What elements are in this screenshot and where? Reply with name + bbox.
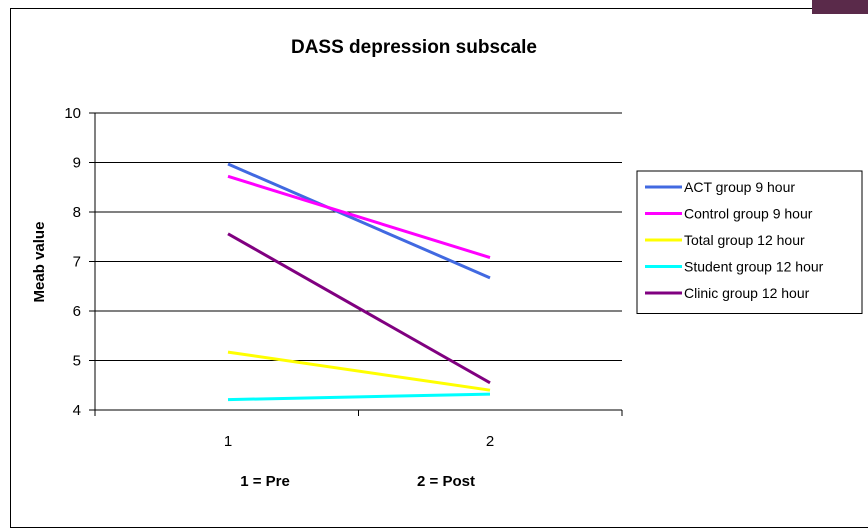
corner-tab bbox=[812, 0, 868, 14]
y-tick-label-6: 6 bbox=[73, 303, 81, 320]
series-line-3 bbox=[227, 350, 491, 392]
y-tick-label-9: 9 bbox=[73, 155, 81, 172]
axis-layer: 4 5 6 7 8 9 10 1 2 bbox=[64, 105, 623, 450]
y-tick-label-5: 5 bbox=[73, 353, 81, 370]
x-tick-label-1: 1 bbox=[224, 433, 232, 450]
legend-label-1: ACT group 9 hour bbox=[684, 179, 795, 195]
series-layer bbox=[227, 162, 491, 402]
legend-label-2: Control group 9 hour bbox=[684, 206, 813, 222]
y-tick-label-8: 8 bbox=[73, 204, 81, 221]
y-tick-label-10: 10 bbox=[64, 105, 81, 122]
legend: ACT group 9 hour Control group 9 hour Tota… bbox=[636, 170, 863, 314]
legend-box bbox=[636, 170, 863, 314]
x-tick-label-2: 2 bbox=[486, 433, 494, 450]
chart-title: DASS depression subscale bbox=[291, 37, 537, 58]
x-note-pre: 1 = Pre bbox=[240, 473, 290, 490]
series-line-2 bbox=[227, 174, 491, 259]
x-note-post: 2 = Post bbox=[417, 473, 475, 490]
legend-label-4: Student group 12 hour bbox=[684, 259, 824, 275]
series-line-5 bbox=[227, 232, 491, 385]
legend-label-3: Total group 12 hour bbox=[684, 232, 805, 248]
y-tick-label-7: 7 bbox=[73, 254, 81, 271]
y-tick-label-4: 4 bbox=[73, 402, 81, 419]
series-line-4 bbox=[227, 392, 491, 402]
chart-svg: DASS depression subscale Meab value 1 = … bbox=[31, 37, 863, 490]
series-line-1 bbox=[227, 162, 491, 280]
y-axis-title: Meab value bbox=[31, 222, 48, 303]
legend-label-5: Clinic group 12 hour bbox=[684, 285, 810, 301]
grid-layer bbox=[95, 112, 622, 361]
